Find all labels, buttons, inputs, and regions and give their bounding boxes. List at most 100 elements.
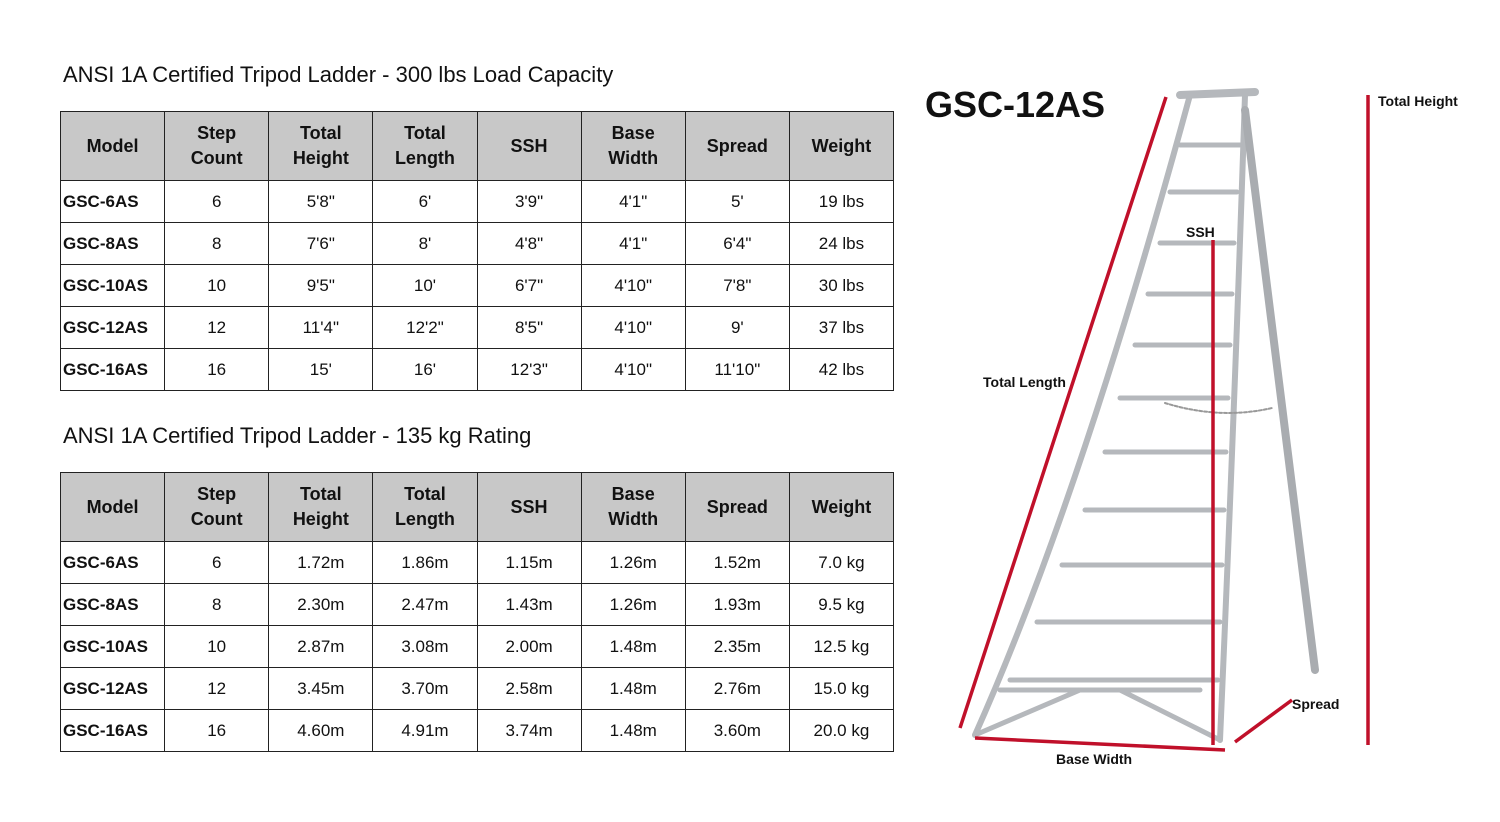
table-cell: 10 — [164, 264, 270, 307]
table-row: GSC-10AS 10 9'5" 10' 6'7" 4'10" 7'8" 30 lbs — [59, 264, 895, 307]
table-cell: 1.26m — [580, 583, 686, 626]
header-row: Model Step Count Total Height Total Length S… — [59, 111, 895, 181]
table-cell: 11'4" — [268, 306, 374, 349]
table-cell: 5'8" — [268, 180, 374, 223]
dimension-label: Total Length — [983, 374, 1066, 390]
header-cell: SSH — [476, 472, 582, 542]
header-text: Weight — [811, 496, 872, 517]
table-cell: 42 lbs — [788, 348, 895, 391]
table-cell: 9.5 kg — [788, 583, 895, 626]
table-cell: 2.00m — [476, 625, 582, 668]
table-cell: 4'1" — [580, 222, 686, 265]
table-cell: 1.15m — [476, 541, 582, 584]
spec-table: Model Step Count Total Height Total Length S… — [59, 472, 895, 752]
table-cell: 12 — [164, 306, 270, 349]
table-cell: 1.48m — [580, 709, 686, 752]
table-cell: 16 — [164, 709, 270, 752]
header-cell: SSH — [476, 111, 582, 181]
table-cell: 6'4" — [684, 222, 790, 265]
table-cell: 2.76m — [684, 667, 790, 710]
header-text: SSH — [510, 135, 548, 156]
header-cell: Weight — [788, 472, 895, 542]
table-title: ANSI 1A Certified Tripod Ladder - 300 lb… — [63, 62, 614, 87]
table-cell: 20.0 kg — [788, 709, 895, 752]
table-cell: 4'8" — [476, 222, 582, 265]
dimension-label: Spread — [1292, 696, 1340, 712]
header-cell: Total Height — [268, 111, 374, 181]
table-cell: GSC-8AS — [59, 583, 166, 626]
table-title: ANSI 1A Certified Tripod Ladder - 135 kg… — [63, 423, 532, 448]
table-cell: 3.08m — [372, 625, 478, 668]
table-cell: 8 — [164, 583, 270, 626]
table-cell: 16' — [372, 348, 478, 391]
header-text: Spread — [706, 135, 768, 156]
table-cell: GSC-16AS — [59, 709, 166, 752]
header-cell: Spread — [684, 111, 790, 181]
header-cell: Step Count — [164, 111, 270, 181]
header-text: Total Length — [394, 484, 455, 529]
table-cell: 3.74m — [476, 709, 582, 752]
header-text: Total Length — [394, 123, 455, 168]
header-text: Step Count — [190, 123, 243, 168]
table-cell: 4'10" — [580, 348, 686, 391]
table-cell: 7'6" — [268, 222, 374, 265]
header-cell: Base Width — [580, 111, 686, 181]
table-cell: 7'8" — [684, 264, 790, 307]
table-cell: 6 — [164, 180, 270, 223]
table-cell: 8 — [164, 222, 270, 265]
header-text: SSH — [510, 496, 548, 517]
header-text: Base Width — [608, 123, 659, 168]
table-cell: 4.91m — [372, 709, 478, 752]
table-cell: 1.52m — [684, 541, 790, 584]
header-cell: Total Length — [372, 472, 478, 542]
header-text: Total Height — [292, 123, 349, 168]
table-cell: 15.0 kg — [788, 667, 895, 710]
table-cell: GSC-16AS — [59, 348, 166, 391]
table-row: GSC-8AS 8 7'6" 8' 4'8" 4'1" 6'4" 24 lbs — [59, 222, 895, 265]
table-cell: GSC-12AS — [59, 306, 166, 349]
table-cell: 2.58m — [476, 667, 582, 710]
header-cell: Spread — [684, 472, 790, 542]
header-row: Model Step Count Total Height Total Length S… — [59, 472, 895, 542]
table-cell: 12'2" — [372, 306, 478, 349]
spec-table: Model Step Count Total Height Total Length S… — [59, 111, 895, 391]
table-cell: 10 — [164, 625, 270, 668]
table-cell: 3.70m — [372, 667, 478, 710]
header-text: Step Count — [190, 484, 243, 529]
table-cell: 3.60m — [684, 709, 790, 752]
header-cell: Weight — [788, 111, 895, 181]
header-text: Spread — [706, 496, 768, 517]
table-cell: GSC-12AS — [59, 667, 166, 710]
table-row: GSC-16AS 16 4.60m 4.91m 3.74m 1.48m 3.60m 20.0 … — [59, 709, 895, 752]
header-cell: Total Length — [372, 111, 478, 181]
dimension-label: SSH — [1186, 224, 1215, 240]
table-cell: 24 lbs — [788, 222, 895, 265]
table-cell: 6 — [164, 541, 270, 584]
header-text: Model — [86, 496, 139, 517]
table-cell: 2.30m — [268, 583, 374, 626]
table-cell: 30 lbs — [788, 264, 895, 307]
table-cell: 37 lbs — [788, 306, 895, 349]
table-cell: GSC-6AS — [59, 180, 166, 223]
table-cell: 11'10" — [684, 348, 790, 391]
table-cell: 2.35m — [684, 625, 790, 668]
table-cell: 7.0 kg — [788, 541, 895, 584]
model-heading: GSC-12AS — [925, 84, 1106, 125]
table-cell: 1.26m — [580, 541, 686, 584]
header-cell: Total Height — [268, 472, 374, 542]
dimension-label: Total Height — [1378, 93, 1458, 109]
table-cell: 4'1" — [580, 180, 686, 223]
header-text: Base Width — [608, 484, 659, 529]
table-row: GSC-6AS 6 1.72m 1.86m 1.15m 1.26m 1.52m 7.0 kg — [59, 541, 895, 584]
table-cell: 12.5 kg — [788, 625, 895, 668]
header-cell: Model — [59, 472, 166, 542]
header-text: Total Height — [292, 484, 349, 529]
table-cell: 10' — [372, 264, 478, 307]
table-row: GSC-12AS 12 3.45m 3.70m 2.58m 1.48m 2.76m 15.0 … — [59, 667, 895, 710]
header-cell: Model — [59, 111, 166, 181]
table-cell: 1.43m — [476, 583, 582, 626]
dimension-label: Base Width — [1056, 751, 1133, 767]
header-cell: Step Count — [164, 472, 270, 542]
